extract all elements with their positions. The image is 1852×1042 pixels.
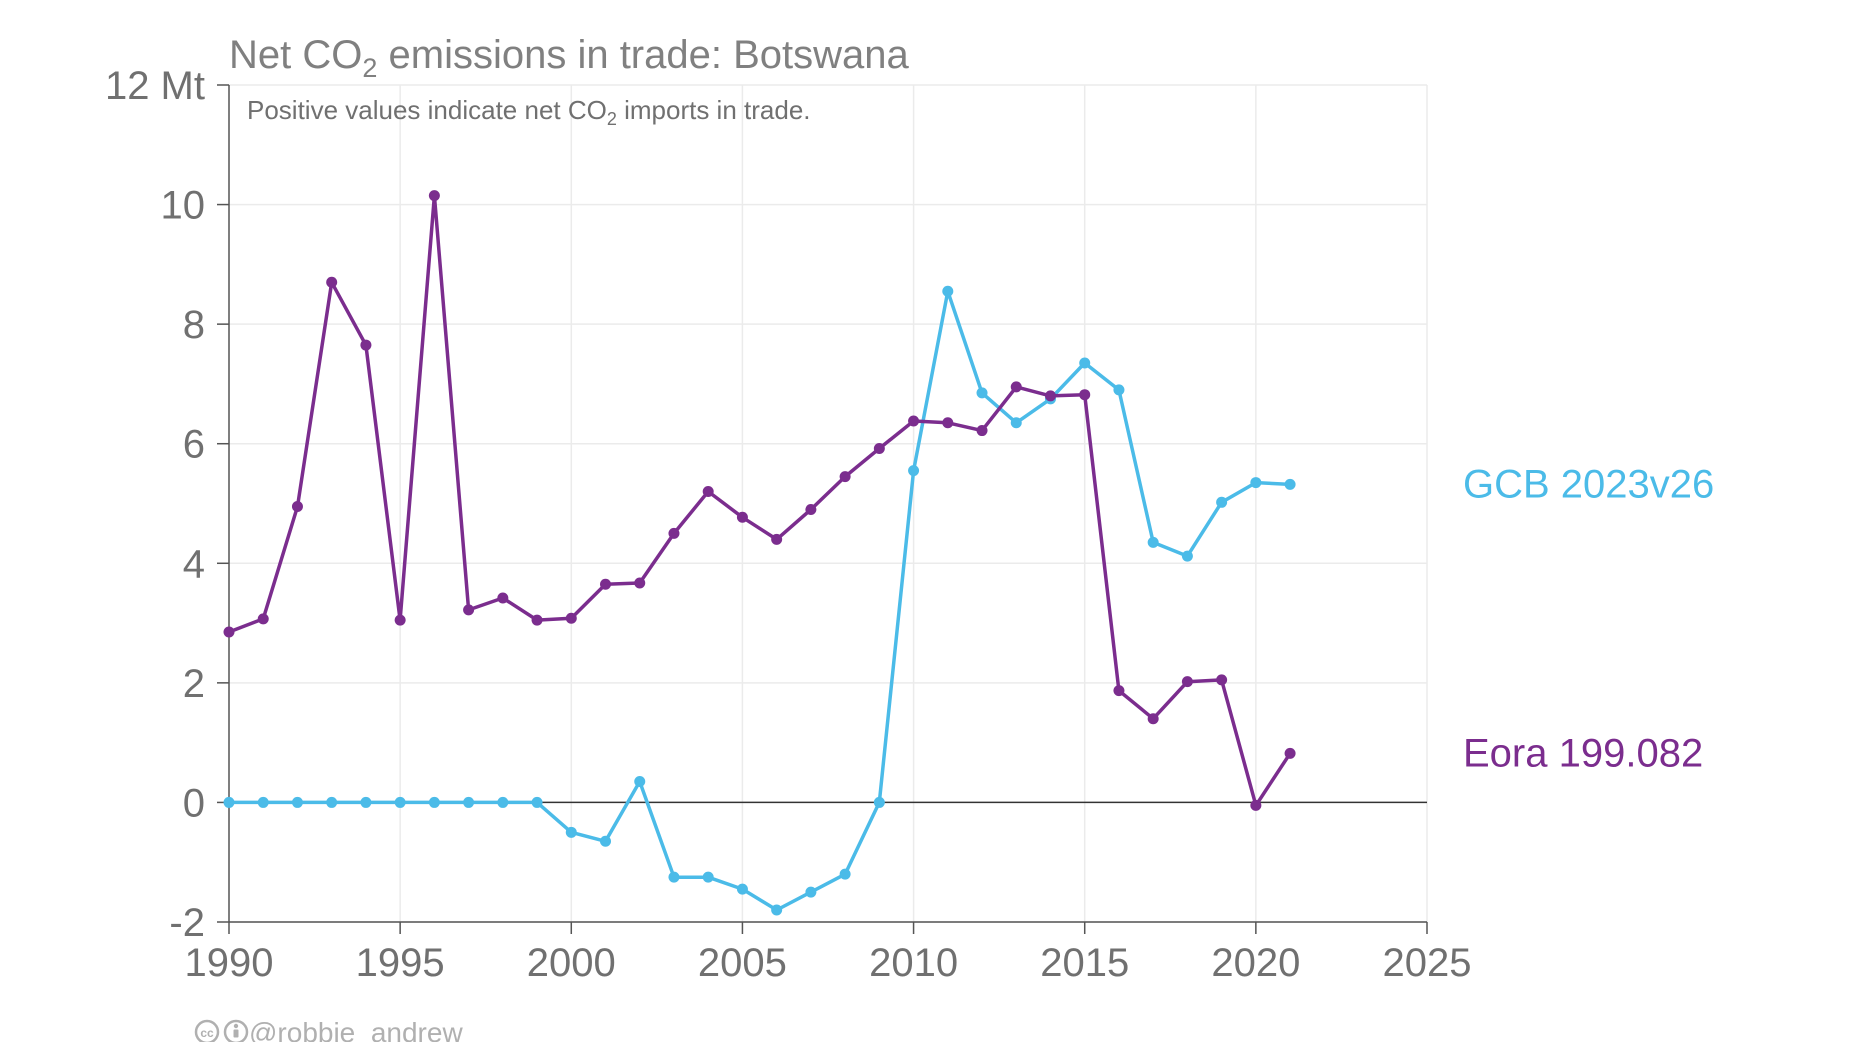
data-point [291, 500, 303, 512]
data-point [600, 578, 612, 590]
y-tick-label: 12 Mt [105, 64, 205, 108]
data-point [326, 276, 338, 288]
data-point [565, 826, 577, 838]
data-point [668, 871, 680, 883]
y-tick-label: 6 [183, 423, 205, 467]
data-point [291, 796, 303, 808]
data-point [1010, 381, 1022, 393]
data-point [1250, 799, 1262, 811]
data-point [839, 471, 851, 483]
data-point [668, 527, 680, 539]
data-point [908, 465, 920, 477]
data-point [908, 415, 920, 427]
data-point [1284, 747, 1296, 759]
data-point [326, 796, 338, 808]
data-point [1079, 389, 1091, 401]
data-point [873, 442, 885, 454]
credit: cc @robbie_andrew [194, 1017, 463, 1042]
y-tick-label: 2 [183, 662, 205, 706]
y-tick-label: 8 [183, 303, 205, 347]
data-point [531, 796, 543, 808]
data-point [223, 796, 235, 808]
x-tick-label: 2005 [698, 941, 787, 985]
data-point [1250, 477, 1262, 489]
series-label: GCB 2023v26 [1463, 462, 1714, 506]
data-point [565, 612, 577, 624]
series-gcb [223, 285, 1296, 916]
x-tick-label: 2020 [1211, 941, 1300, 985]
chart-title: Net CO2 emissions in trade: Botswana [229, 33, 910, 83]
data-point [394, 796, 406, 808]
data-point [497, 796, 509, 808]
data-point [257, 796, 269, 808]
y-tick-label: 0 [183, 781, 205, 825]
svg-text:cc: cc [200, 1026, 214, 1040]
series-eora [223, 190, 1296, 811]
y-tick-label: 4 [183, 542, 205, 586]
data-point [805, 886, 817, 898]
data-point [771, 904, 783, 916]
data-point [360, 796, 372, 808]
data-point [1216, 674, 1228, 686]
data-point [1010, 417, 1022, 429]
data-point [839, 868, 851, 880]
y-tick-label: 10 [161, 184, 206, 228]
data-point [805, 503, 817, 515]
x-tick-label: 1990 [185, 941, 274, 985]
data-point [1147, 536, 1159, 548]
data-point [736, 883, 748, 895]
data-point [873, 796, 885, 808]
grid-lines [229, 84, 1428, 923]
data-point [1181, 550, 1193, 562]
data-point [702, 486, 714, 498]
tick-labels: -2 0 2 4 6 8 10 12 Mt 1990 1995 2000 2005 2010 2015 20… [105, 64, 1472, 985]
data-point [463, 796, 475, 808]
data-point [634, 577, 646, 589]
data-point [428, 190, 440, 202]
x-tick-label: 2025 [1383, 941, 1472, 985]
data-point [942, 417, 954, 429]
data-point [736, 511, 748, 523]
data-point [394, 614, 406, 626]
series-labels: GCB 2023v26 Eora 199.082 [1463, 462, 1714, 775]
chart-subtitle: Positive values indicate net CO2 imports… [247, 95, 811, 129]
data-point [634, 776, 646, 788]
cc-icon: cc [194, 1019, 220, 1042]
data-point [531, 614, 543, 626]
data-point [1113, 384, 1125, 396]
data-point [600, 835, 612, 847]
series-line [227, 289, 1292, 912]
x-tick-label: 1995 [356, 941, 445, 985]
data-point [463, 604, 475, 616]
x-tick-label: 2000 [527, 941, 616, 985]
data-point [1181, 676, 1193, 688]
data-point [223, 626, 235, 638]
data-point [1147, 713, 1159, 725]
data-point [976, 387, 988, 399]
y-tick-label: -2 [169, 901, 205, 945]
data-point [1216, 496, 1228, 508]
x-tick-label: 2015 [1040, 941, 1129, 985]
series-label: Eora 199.082 [1463, 731, 1703, 775]
data-point [257, 613, 269, 625]
data-point [1113, 685, 1125, 697]
data-point [1284, 478, 1296, 490]
by-icon [223, 1019, 249, 1042]
data-point [1044, 390, 1056, 402]
credit-handle: @robbie_andrew [249, 1017, 463, 1042]
series-lines [223, 190, 1296, 916]
data-point [976, 425, 988, 437]
x-tick-label: 2010 [869, 941, 958, 985]
data-point [771, 533, 783, 545]
series-line [227, 193, 1292, 808]
data-point [360, 339, 372, 351]
data-point [428, 796, 440, 808]
data-point [497, 592, 509, 604]
data-point [1079, 357, 1091, 369]
data-point [942, 285, 954, 297]
data-point [702, 871, 714, 883]
